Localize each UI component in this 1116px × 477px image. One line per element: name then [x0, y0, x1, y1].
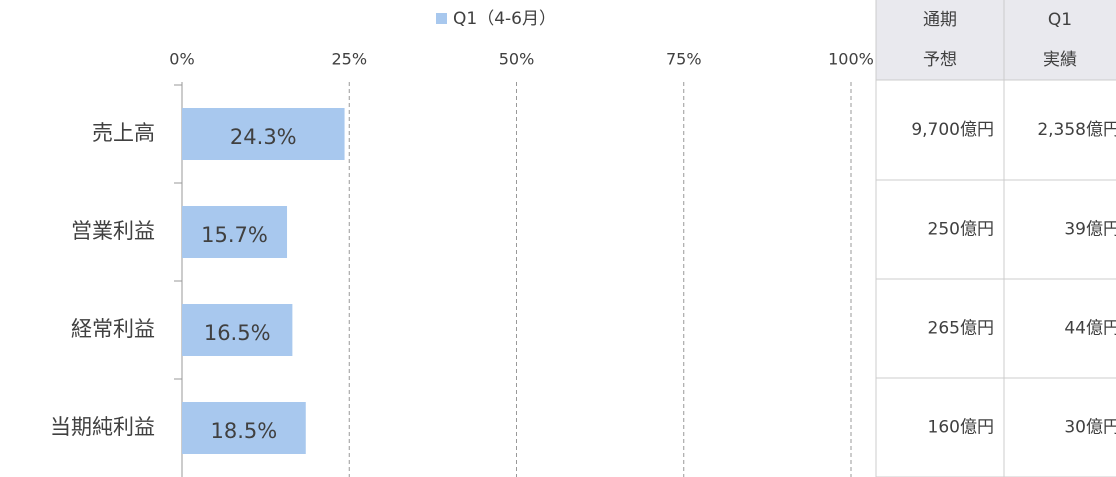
data-label: 16.5%: [204, 321, 271, 345]
table-cell: 265億円: [928, 319, 994, 339]
x-tick-label: 50%: [499, 50, 535, 69]
table-header: 通期: [923, 10, 957, 30]
data-label: 24.3%: [230, 125, 297, 149]
table-header: 予想: [923, 50, 957, 70]
bar: [182, 402, 306, 454]
table-cell: 2,358億円: [1037, 120, 1116, 140]
y-tick-label: 営業利益: [71, 219, 155, 243]
legend-label: Q1（4-6月）: [453, 9, 556, 29]
data-label: 15.7%: [201, 223, 268, 247]
legend-swatch: [436, 13, 447, 24]
table-header-bg: [876, 0, 1116, 80]
x-tick-label: 100%: [828, 50, 874, 69]
y-tick-label: 売上高: [92, 121, 155, 145]
x-tick-label: 75%: [666, 50, 702, 69]
table-header: Q1: [1048, 10, 1072, 30]
data-label: 18.5%: [211, 419, 278, 443]
bar: [182, 304, 293, 356]
y-tick-label: 当期純利益: [50, 415, 155, 439]
x-tick-label: 0%: [169, 50, 194, 69]
table-cell: 9,700億円: [911, 120, 994, 140]
table-cell: 30億円: [1064, 418, 1116, 438]
table-header: 実績: [1043, 50, 1077, 70]
bar: [182, 206, 288, 258]
table-cell: 44億円: [1064, 319, 1116, 339]
x-tick-label: 25%: [331, 50, 367, 69]
table-cell: 250億円: [928, 220, 994, 240]
table-cell: 39億円: [1064, 220, 1116, 240]
y-tick-label: 経常利益: [71, 317, 155, 341]
table-cell: 160億円: [928, 418, 994, 438]
bar: [182, 108, 345, 160]
